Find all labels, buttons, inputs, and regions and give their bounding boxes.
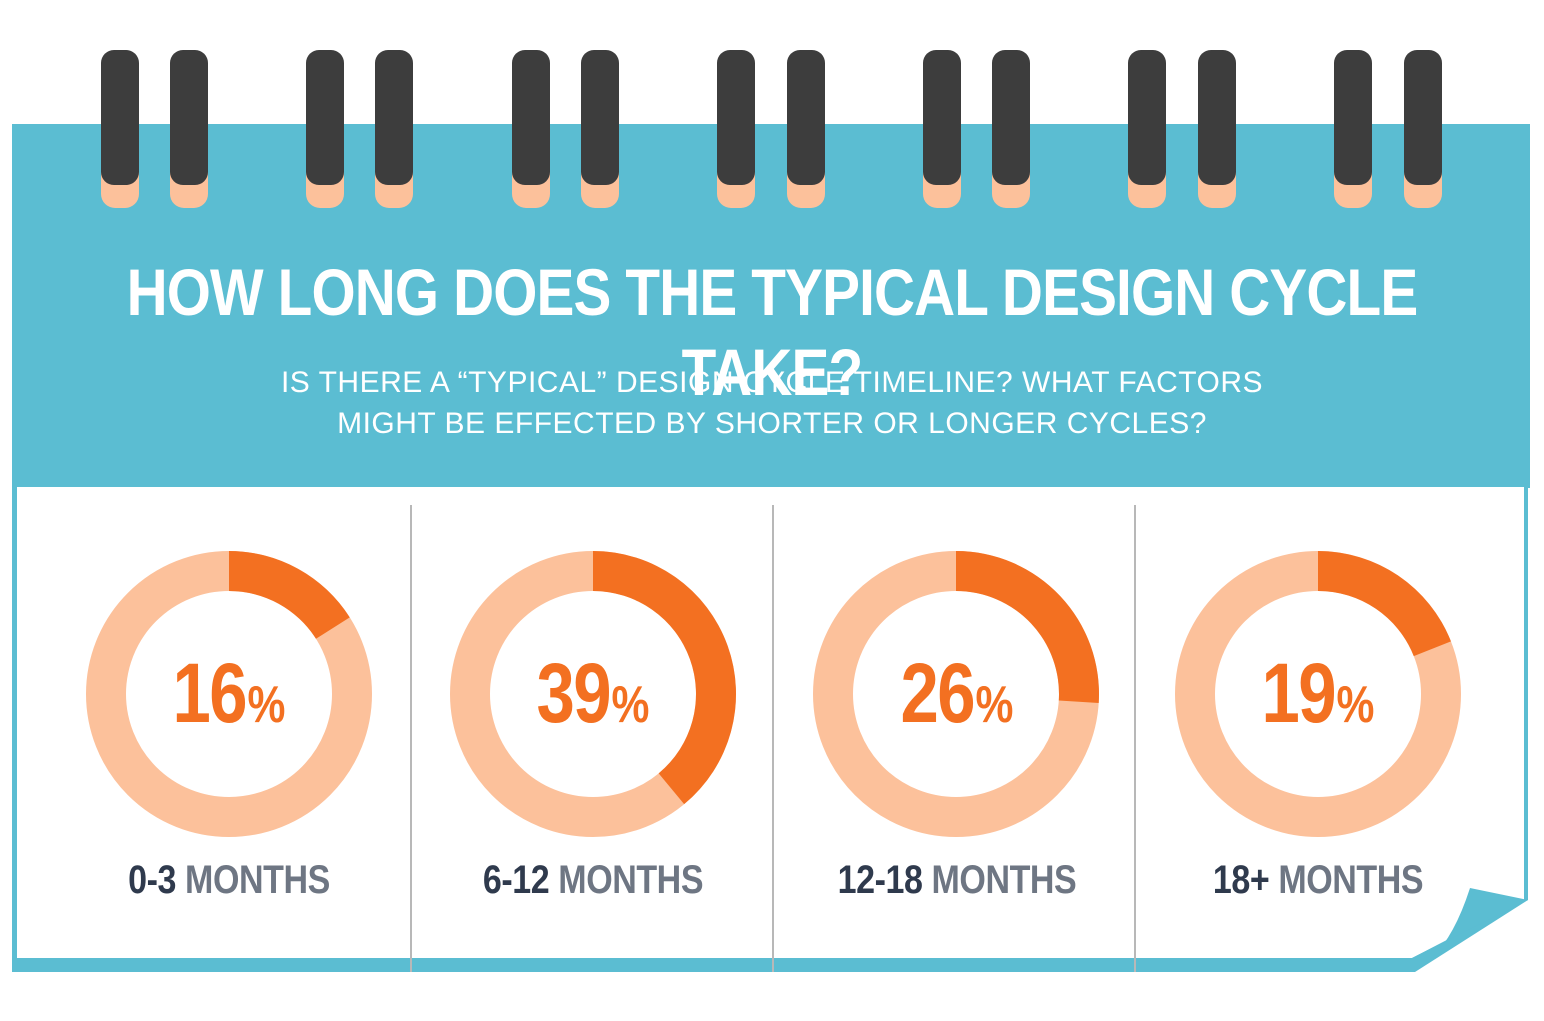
percent-sign: % bbox=[247, 676, 286, 734]
percent-label-12-18: 26% bbox=[809, 645, 1106, 742]
binder-ring bbox=[992, 50, 1030, 185]
binder-ring bbox=[923, 50, 961, 185]
percent-value: 19 bbox=[1261, 646, 1337, 740]
donut-charts bbox=[86, 551, 1461, 837]
binder-ring bbox=[170, 50, 208, 185]
page-title: HOW LONG DOES THE TYPICAL DESIGN CYCLE T… bbox=[126, 255, 1419, 409]
percent-sign: % bbox=[975, 676, 1014, 734]
binder-ring bbox=[101, 50, 139, 185]
unit-text: MONTHS bbox=[185, 858, 330, 902]
donut-slice bbox=[956, 551, 1099, 703]
percent-label-0-3: 16% bbox=[81, 645, 378, 742]
binder-ring bbox=[1198, 50, 1236, 185]
category-label-0-3: 0-3 MONTHS bbox=[75, 858, 383, 903]
unit-text: MONTHS bbox=[558, 858, 704, 902]
range-text: 18+ bbox=[1212, 858, 1270, 902]
binder-rings bbox=[101, 50, 1442, 208]
binder-ring bbox=[1334, 50, 1372, 185]
percent-label-6-12: 39% bbox=[445, 645, 742, 742]
unit-text: MONTHS bbox=[931, 858, 1077, 902]
binder-ring bbox=[1404, 50, 1442, 185]
donut-slice bbox=[593, 551, 736, 805]
binder-ring bbox=[375, 50, 413, 185]
binder-ring bbox=[512, 50, 550, 185]
percent-value: 26 bbox=[900, 646, 976, 740]
binder-ring bbox=[581, 50, 619, 185]
donut-slice bbox=[1318, 551, 1451, 657]
binder-ring bbox=[787, 50, 825, 185]
donut-slice bbox=[229, 551, 350, 639]
binder-ring bbox=[717, 50, 755, 185]
category-label-12-18: 12-18 MONTHS bbox=[803, 858, 1111, 903]
percent-sign: % bbox=[1336, 676, 1375, 734]
range-text: 6-12 bbox=[482, 858, 550, 902]
percent-value: 16 bbox=[172, 646, 248, 740]
unit-text: MONTHS bbox=[1278, 858, 1424, 902]
category-label-18-plus: 18+ MONTHS bbox=[1164, 858, 1472, 903]
binder-ring bbox=[1128, 50, 1166, 185]
percent-value: 39 bbox=[536, 646, 612, 740]
percent-label-18-plus: 19% bbox=[1170, 645, 1467, 742]
white-card bbox=[17, 487, 1524, 958]
category-label-6-12: 6-12 MONTHS bbox=[439, 858, 747, 903]
percent-sign: % bbox=[611, 676, 650, 734]
page-curl bbox=[1412, 888, 1528, 958]
header-panel bbox=[12, 124, 1530, 488]
range-text: 12-18 bbox=[837, 858, 923, 902]
subtitle-line-1: IS THERE A “TYPICAL” DESIGN CYCLE TIMELI… bbox=[280, 366, 1264, 399]
binder-ring bbox=[306, 50, 344, 185]
subtitle-line-2: MIGHT BE EFFECTED BY SHORTER OR LONGER C… bbox=[337, 407, 1207, 440]
range-text: 0-3 bbox=[128, 858, 177, 902]
